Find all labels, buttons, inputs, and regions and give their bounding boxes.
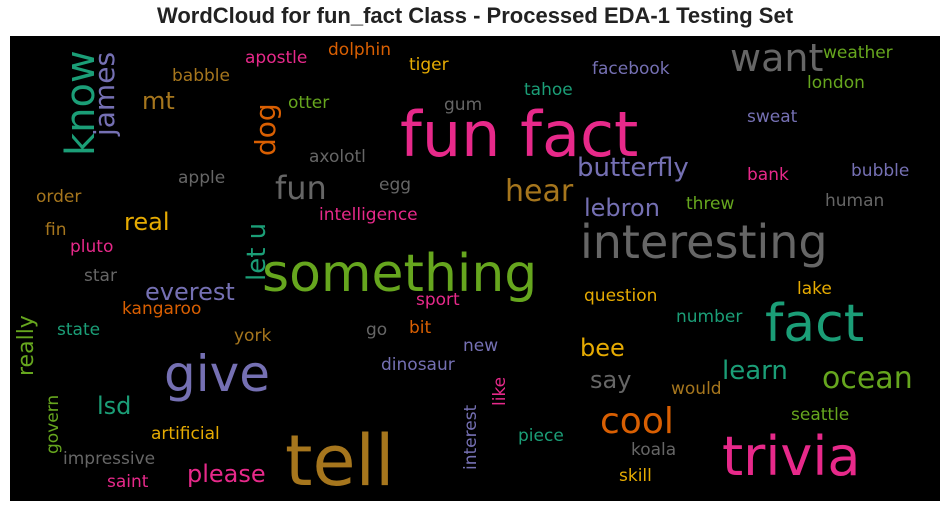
word-facebook: facebook	[592, 59, 670, 79]
word-piece: piece	[518, 426, 564, 446]
word-skill: skill	[619, 466, 652, 486]
word-mt: mt	[142, 87, 175, 115]
word-let-u: let u	[242, 223, 272, 281]
word-dog: dog	[249, 103, 282, 156]
word-really: really	[14, 315, 39, 376]
wordcloud-panel: fun fact tell trivia something interesting fa…	[10, 36, 940, 501]
word-gum: gum	[444, 95, 482, 115]
word-bee: bee	[580, 334, 625, 362]
word-james: james	[88, 52, 121, 137]
word-sport: sport	[416, 290, 460, 310]
word-kangaroo: kangaroo	[122, 299, 201, 319]
word-number: number	[676, 307, 742, 327]
word-koala: koala	[631, 440, 676, 460]
word-lake: lake	[797, 279, 832, 299]
word-apple: apple	[178, 168, 225, 188]
word-cool: cool	[600, 401, 674, 442]
word-artificial: artificial	[151, 424, 220, 444]
wordcloud: fun fact tell trivia something interesting fa…	[10, 36, 940, 501]
word-tahoe: tahoe	[524, 80, 573, 100]
word-dolphin: dolphin	[328, 40, 391, 60]
word-lebron: lebron	[584, 194, 660, 222]
word-york: york	[234, 326, 271, 346]
word-saint: saint	[107, 472, 149, 492]
word-apostle: apostle	[245, 48, 307, 68]
word-real: real	[124, 208, 169, 236]
chart-title: WordCloud for fun_fact Class - Processed…	[0, 3, 950, 29]
word-dinosaur: dinosaur	[381, 355, 455, 375]
word-question: question	[584, 286, 657, 306]
word-london: london	[807, 73, 865, 93]
word-star: star	[84, 266, 117, 286]
word-say: say	[590, 366, 631, 394]
word-babble: babble	[172, 66, 230, 86]
word-like: like	[490, 377, 510, 406]
word-tell: tell	[285, 420, 394, 501]
word-intelligence: intelligence	[319, 205, 418, 225]
word-interesting: interesting	[580, 215, 828, 269]
word-axolotl: axolotl	[309, 147, 366, 167]
word-something: something	[262, 244, 537, 304]
word-impressive: impressive	[63, 449, 155, 469]
word-new: new	[463, 336, 498, 356]
word-order: order	[36, 187, 81, 207]
word-egg: egg	[379, 175, 411, 195]
word-interest: interest	[461, 404, 481, 470]
word-butterfly: butterfly	[577, 153, 689, 183]
word-would: would	[671, 379, 722, 399]
word-pluto: pluto	[70, 237, 113, 257]
word-otter: otter	[288, 93, 329, 113]
word-bank: bank	[747, 165, 789, 185]
word-tiger: tiger	[409, 55, 449, 75]
word-state: state	[57, 320, 100, 340]
word-bubble: bubble	[851, 161, 909, 181]
word-please: please	[187, 460, 266, 488]
word-trivia: trivia	[722, 425, 860, 488]
word-govern: govern	[43, 395, 63, 454]
word-fun: fun	[275, 169, 327, 207]
word-learn: learn	[722, 356, 788, 386]
word-seattle: seattle	[791, 405, 849, 425]
word-give: give	[164, 345, 270, 403]
word-sweat: sweat	[747, 107, 798, 127]
word-go: go	[366, 320, 387, 340]
word-fact: fact	[765, 294, 864, 354]
word-threw: threw	[686, 194, 735, 214]
word-weather: weather	[823, 43, 893, 63]
word-ocean: ocean	[822, 361, 913, 396]
word-human: human	[825, 191, 884, 211]
word-bit: bit	[409, 318, 432, 338]
word-hear: hear	[505, 174, 574, 209]
word-lsd: lsd	[97, 392, 131, 420]
word-fin: fin	[45, 220, 66, 240]
